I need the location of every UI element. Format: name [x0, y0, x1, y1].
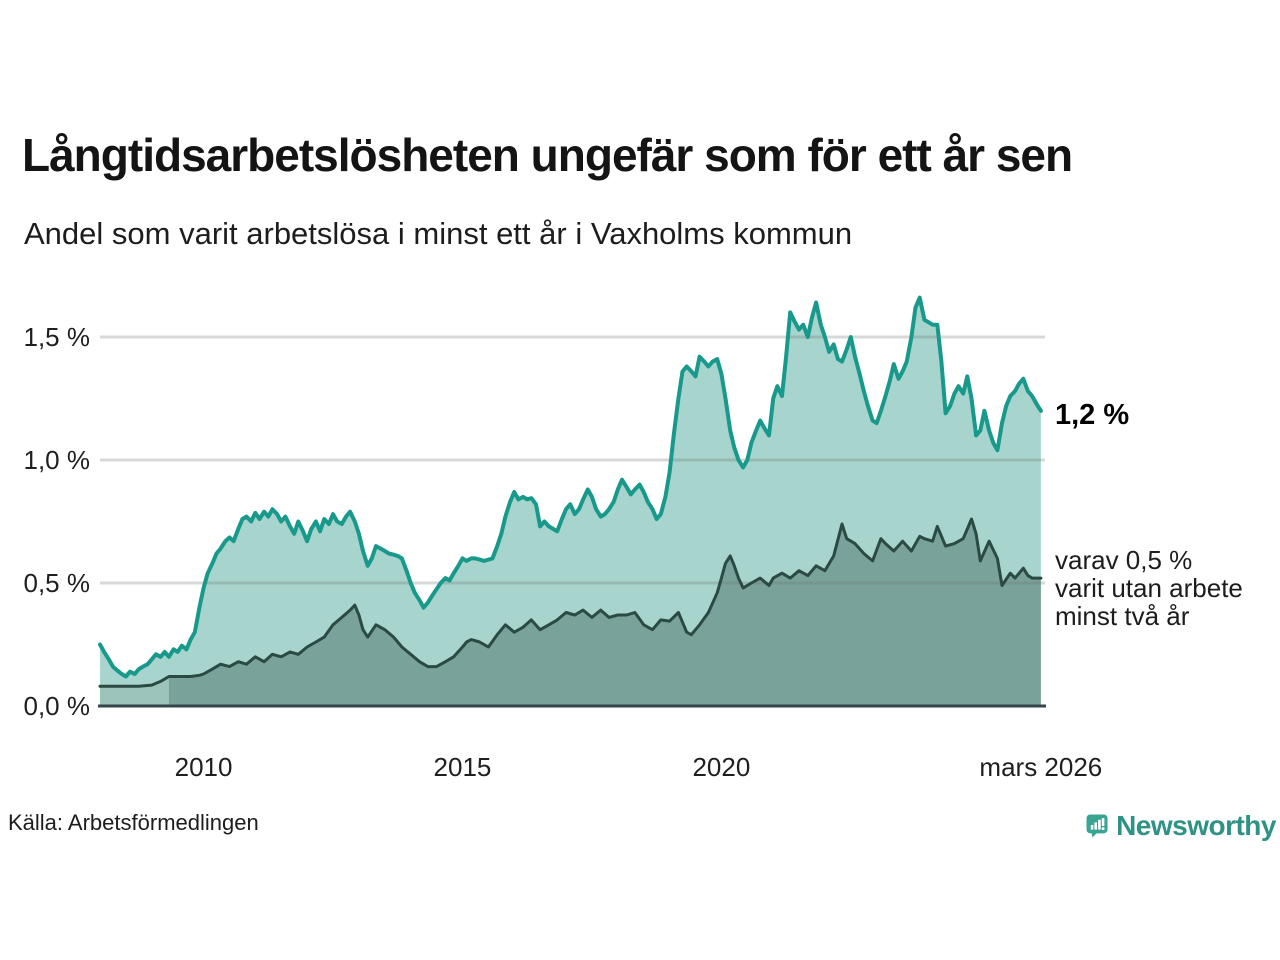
x-tick-mars-2026: mars 2026 [979, 752, 1103, 782]
series2-area [168, 519, 1041, 706]
y-tick-1-0: 1,0 % [23, 445, 91, 475]
series2-line [98, 517, 1043, 688]
series2-area-early [100, 676, 169, 706]
page-title: Långtidsarbetslösheten ungefär som för e… [22, 129, 1073, 181]
gridlines [100, 335, 1045, 585]
x-tick-2010: 2010 [174, 752, 233, 782]
page-subtitle: Andel som varit arbetslösa i minst ett å… [24, 216, 853, 251]
branding: Newsworthy [1086, 803, 1276, 849]
y-tick-0-0: 0,0 % [23, 691, 91, 721]
series1-line [98, 295, 1043, 679]
x-tick-2015: 2015 [433, 752, 492, 782]
source-attribution: Källa: Arbetsförmedlingen [8, 810, 259, 835]
secondary-series-label: varav 0,5 % varit utan arbete minst två … [1055, 546, 1243, 630]
brand-name: Newsworthy [1116, 810, 1276, 841]
secondary-label-line1: varav 0,5 % [1055, 545, 1193, 575]
secondary-label-line3: minst två år [1055, 601, 1190, 631]
secondary-label-line2: varit utan arbete [1055, 573, 1243, 603]
y-tick-1-5: 1,5 % [23, 322, 91, 352]
y-tick-0-5: 0,5 % [23, 568, 91, 598]
x-tick-2020: 2020 [692, 752, 751, 782]
bar-chart-speech-bubble-icon [1086, 814, 1108, 838]
latest-value-label: 1,2 % [1055, 399, 1130, 431]
